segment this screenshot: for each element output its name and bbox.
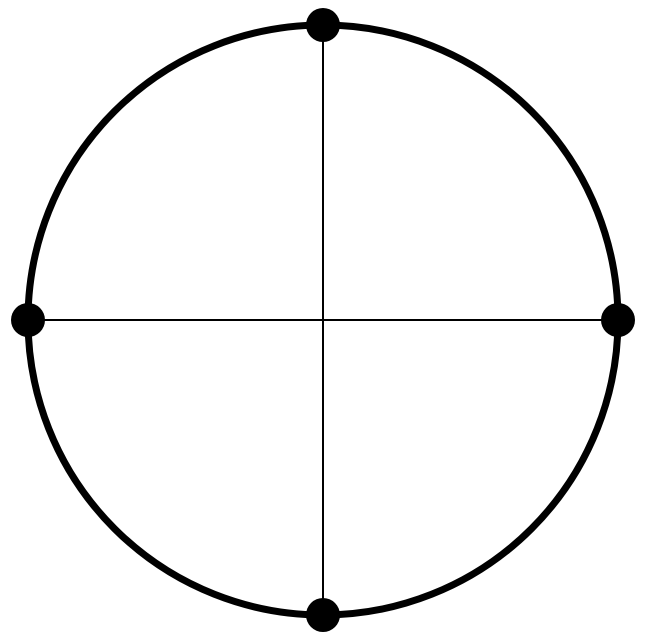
point-top xyxy=(306,8,340,42)
circle-diagram xyxy=(0,0,646,640)
point-right xyxy=(601,303,635,337)
point-bottom xyxy=(306,598,340,632)
point-left xyxy=(11,303,45,337)
